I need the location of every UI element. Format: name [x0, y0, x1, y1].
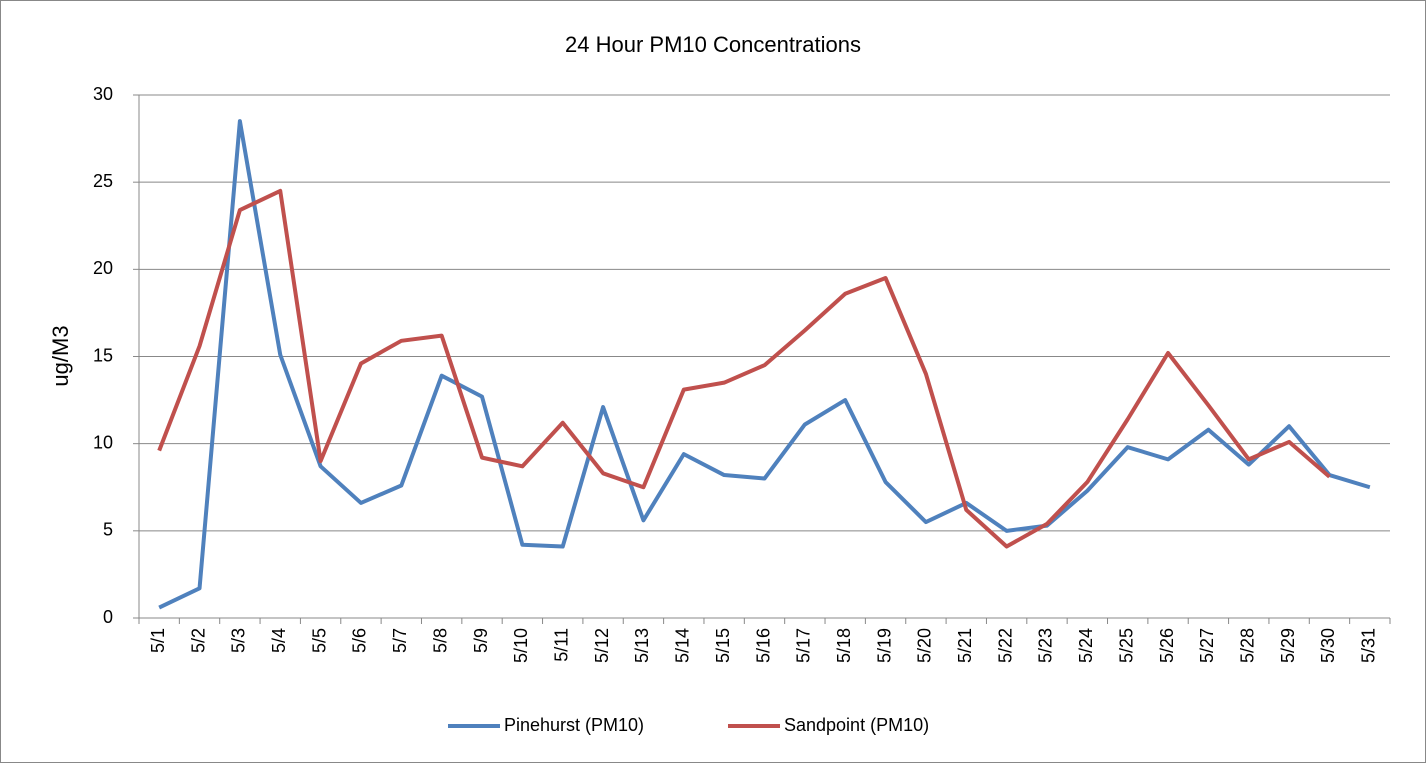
x-tick-label: 5/12	[592, 628, 612, 663]
x-tick-label: 5/11	[551, 628, 571, 662]
x-tick-label: 5/17	[794, 628, 814, 663]
series-line	[158, 119, 1371, 610]
x-tick-label: 5/23	[1036, 628, 1056, 663]
x-tick-label: 5/28	[1238, 628, 1258, 663]
x-tick-label: 5/25	[1116, 628, 1136, 663]
x-tick-label: 5/18	[834, 628, 854, 663]
legend-label: Sandpoint (PM10)	[784, 715, 929, 735]
x-tick-label: 5/24	[1076, 628, 1096, 663]
x-tick-label: 5/15	[713, 628, 733, 663]
x-tick-label: 5/7	[390, 628, 410, 653]
series-line	[157, 188, 1331, 549]
x-tick-label: 5/31	[1359, 628, 1379, 663]
x-tick-label: 5/22	[995, 628, 1015, 663]
x-tick-label: 5/19	[874, 628, 894, 663]
x-tick-label: 5/8	[430, 628, 450, 653]
y-tick-label: 25	[93, 171, 113, 191]
x-tick-label: 5/29	[1278, 628, 1298, 663]
x-tick-label: 5/27	[1197, 628, 1217, 663]
y-tick-label: 15	[93, 345, 113, 365]
y-tick-label: 0	[103, 607, 113, 627]
y-tick-label: 10	[93, 432, 113, 452]
x-tick-label: 5/30	[1318, 628, 1338, 663]
x-tick-label: 5/5	[309, 628, 329, 653]
x-tick-label: 5/26	[1157, 628, 1177, 663]
y-tick-label: 20	[93, 258, 113, 278]
x-tick-label: 5/2	[188, 628, 208, 653]
x-tick-label: 5/3	[229, 628, 249, 653]
x-tick-label: 5/16	[753, 628, 773, 663]
x-tick-label: 5/20	[915, 628, 935, 663]
y-axis-label: ug/M3	[48, 325, 73, 386]
x-tick-label: 5/9	[471, 628, 491, 653]
y-tick-label: 30	[93, 84, 113, 104]
x-tick-label: 5/13	[632, 628, 652, 663]
x-tick-label: 5/21	[955, 628, 975, 663]
x-tick-label: 5/4	[269, 628, 289, 653]
x-tick-label: 5/6	[350, 628, 370, 653]
x-tick-label: 5/14	[673, 628, 693, 663]
x-tick-label: 5/10	[511, 628, 531, 663]
x-tick-label: 5/1	[148, 628, 168, 653]
legend-label: Pinehurst (PM10)	[504, 715, 644, 735]
chart-title: 24 Hour PM10 Concentrations	[565, 32, 861, 57]
y-tick-label: 5	[103, 520, 113, 540]
